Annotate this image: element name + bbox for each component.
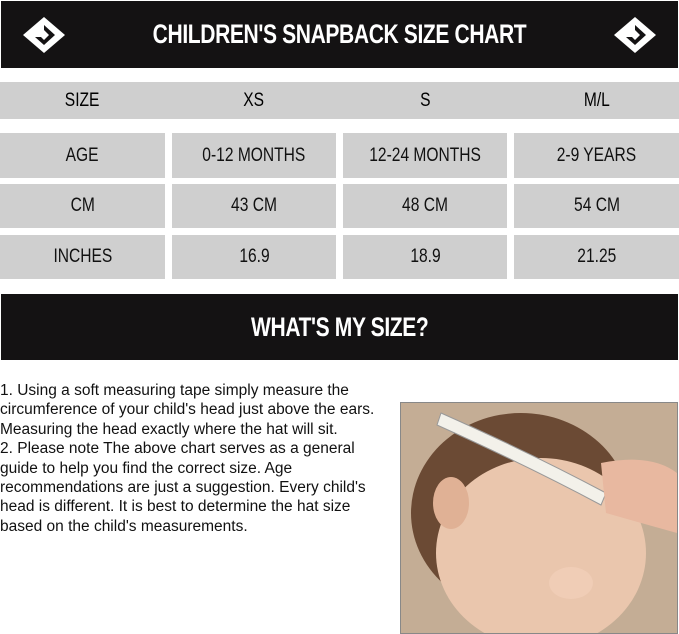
table-cell: 21.25: [514, 235, 679, 279]
column-header: S: [419, 89, 431, 111]
brand-logo-icon: [23, 17, 65, 53]
row-label: INCHES: [0, 235, 165, 279]
column-header: SIZE: [65, 89, 100, 111]
column-header: XS: [243, 89, 265, 111]
brand-logo-icon: [614, 17, 656, 53]
baby-measuring-photo: [400, 402, 678, 634]
table-cell: 43 CM: [172, 184, 336, 228]
row-label: AGE: [0, 133, 165, 178]
column-header: M/L: [583, 89, 610, 111]
instruction-item: 2. Please note The above chart serves as…: [0, 440, 366, 535]
table-cell: 0-12 MONTHS: [172, 133, 336, 178]
instructions: 1. Using a soft measuring tape simply me…: [0, 381, 390, 536]
table-cell: 16.9: [172, 235, 336, 279]
section-title: WHAT'S MY SIZE?: [250, 311, 429, 342]
row-label: CM: [0, 184, 165, 228]
table-cell: 54 CM: [514, 184, 679, 228]
section-banner: WHAT'S MY SIZE?: [1, 294, 678, 360]
table-cell: 18.9: [343, 235, 507, 279]
instruction-item: 1. Using a soft measuring tape simply me…: [0, 382, 375, 438]
table-cell: 2-9 YEARS: [514, 133, 679, 178]
page-title: CHILDREN'S SNAPBACK SIZE CHART: [152, 19, 527, 49]
table-cell: 12-24 MONTHS: [343, 133, 507, 178]
size-header-row: SIZE XS S M/L: [0, 82, 679, 119]
header-banner: CHILDREN'S SNAPBACK SIZE CHART: [1, 1, 678, 68]
table-cell: 48 CM: [343, 184, 507, 228]
